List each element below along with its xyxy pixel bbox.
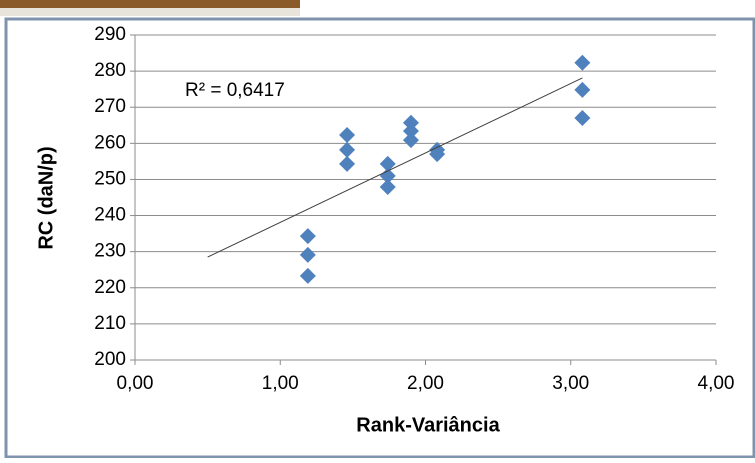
header-image [0, 0, 300, 8]
x-axis-label: Rank-Variância [356, 414, 500, 436]
x-tick-label: 4,00 [698, 373, 735, 394]
point [379, 167, 396, 184]
y-tick-label: 200 [94, 349, 126, 370]
point [339, 127, 356, 144]
y-tick-label: 250 [94, 168, 126, 189]
y-tick-label: 230 [94, 241, 126, 262]
x-tick-label: 2,00 [407, 373, 444, 394]
point [429, 146, 446, 163]
annotation: R² = 0,6417 [185, 80, 285, 101]
point [402, 132, 419, 149]
y-axis-label: RC (daN/p) [35, 146, 57, 249]
x-tick-label: 1,00 [262, 373, 299, 394]
point [379, 155, 396, 172]
x-tick-label: 3,00 [552, 373, 589, 394]
trendline [207, 77, 583, 258]
point [574, 81, 591, 98]
point [299, 246, 316, 263]
point [339, 141, 356, 158]
point [299, 228, 316, 245]
point [402, 123, 419, 140]
y-tick-label: 270 [94, 96, 126, 117]
point [299, 267, 316, 284]
x-tick-label: 0,00 [117, 373, 154, 394]
header-strip [0, 8, 300, 16]
y-tick-label: 220 [94, 277, 126, 298]
chart-frame [4, 17, 755, 459]
y-tick-label: 260 [94, 132, 126, 153]
point [574, 110, 591, 127]
point [339, 155, 356, 172]
y-tick-label: 280 [94, 60, 126, 81]
y-tick-label: 240 [94, 205, 126, 226]
y-tick-label: 290 [94, 24, 126, 45]
point [402, 114, 419, 131]
point [574, 54, 591, 71]
point [379, 179, 396, 196]
y-tick-label: 210 [94, 313, 126, 334]
